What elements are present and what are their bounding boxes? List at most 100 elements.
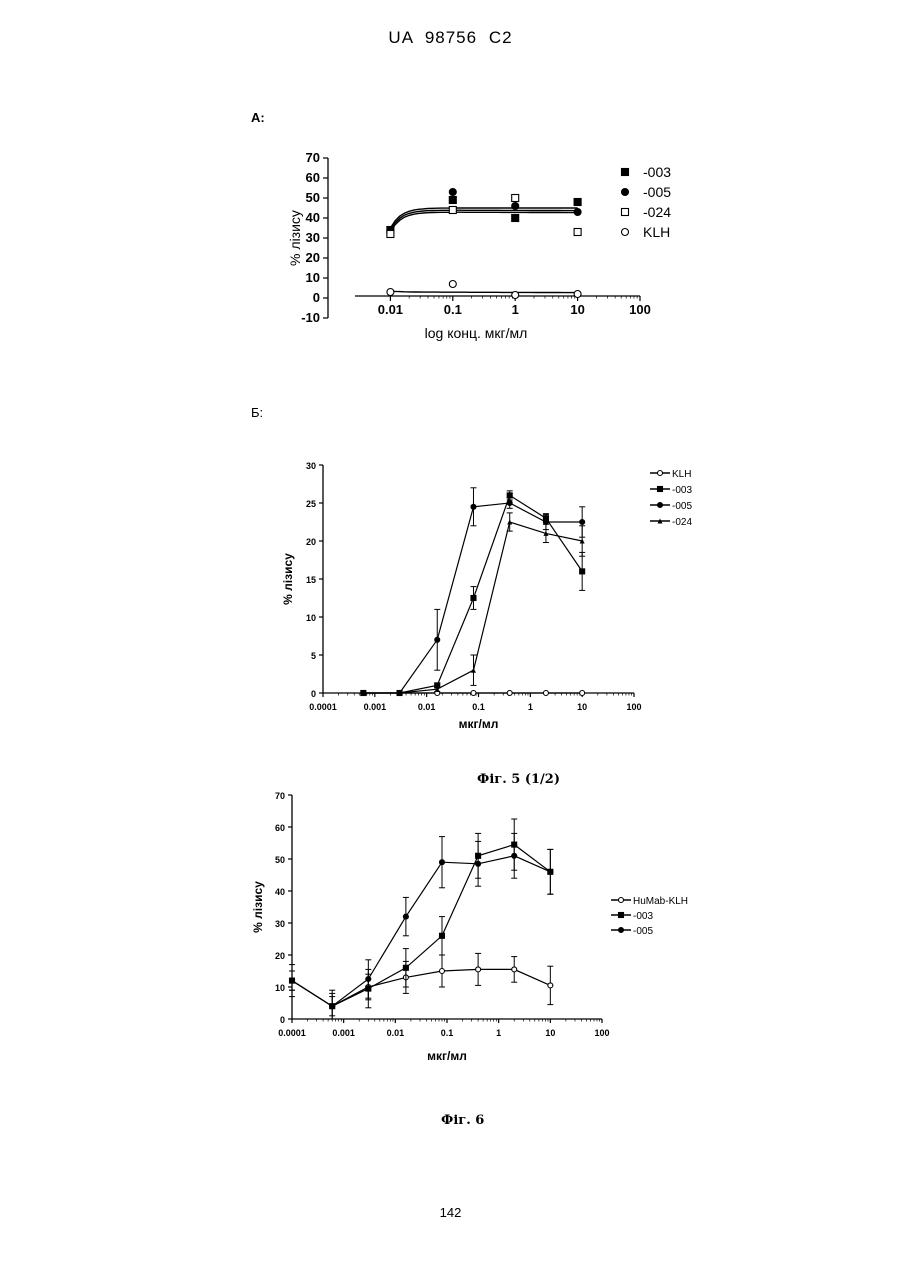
chart-B: 0510152025300.00010.0010.010.1110100мкг/… <box>281 461 692 731</box>
x-tick-label: 0.01 <box>418 702 436 712</box>
data-point <box>548 869 553 874</box>
y-tick-label: 70 <box>306 150 320 165</box>
fit-curve <box>390 212 577 232</box>
x-axis-label: мкг/мл <box>427 1049 467 1063</box>
y-tick-label: 30 <box>306 230 320 245</box>
y-tick-label: 10 <box>275 983 285 993</box>
data-point <box>403 914 408 919</box>
data-point <box>512 203 519 210</box>
legend-item-HuMab-KLH: HuMab-KLH <box>611 896 688 907</box>
y-tick-label: 0 <box>280 1015 285 1025</box>
data-point <box>580 569 585 574</box>
data-point <box>512 853 517 858</box>
y-tick-label: 10 <box>306 270 320 285</box>
x-tick-label: 100 <box>626 702 641 712</box>
data-point <box>512 292 519 299</box>
x-tick-label: 0.1 <box>444 302 462 317</box>
data-point <box>330 1004 335 1009</box>
legend-label: -005 <box>672 501 692 512</box>
legend-marker <box>658 503 663 508</box>
legend-label: KLH <box>643 224 670 240</box>
x-tick-label: 100 <box>629 302 651 317</box>
legend-item--003: -003 <box>611 911 653 922</box>
data-point <box>574 229 581 236</box>
y-tick-label: 40 <box>306 210 320 225</box>
legend-marker <box>622 169 629 176</box>
legend-marker <box>619 898 624 903</box>
legend-label: -024 <box>643 204 671 220</box>
legend-item--024: -024 <box>650 517 692 528</box>
y-tick-label: 15 <box>306 575 316 585</box>
x-tick-label: 10 <box>570 302 584 317</box>
x-tick-label: 1 <box>528 702 533 712</box>
x-tick-label: 0.1 <box>441 1028 454 1038</box>
y-tick-label: 10 <box>306 613 316 623</box>
x-axis-label: log конц. мкг/мл <box>425 325 528 341</box>
data-point <box>512 215 519 222</box>
y-tick-label: 60 <box>275 823 285 833</box>
data-point <box>476 861 481 866</box>
chart-fig6: 0102030405060700.00010.0010.010.1110100м… <box>251 791 688 1063</box>
series--024 <box>387 195 581 238</box>
y-tick-label: 0 <box>313 290 320 305</box>
y-axis-label: % лізису <box>251 881 265 933</box>
data-point <box>512 967 517 972</box>
data-point <box>471 691 476 696</box>
data-point <box>387 289 394 296</box>
y-tick-label: 20 <box>275 951 285 961</box>
legend-marker <box>622 189 629 196</box>
data-point <box>471 668 476 673</box>
legend-label: -003 <box>672 485 692 496</box>
legend-label: -005 <box>643 184 671 200</box>
data-point <box>439 860 444 865</box>
x-tick-label: 10 <box>545 1028 555 1038</box>
data-point <box>449 197 456 204</box>
x-tick-label: 0.0001 <box>309 702 337 712</box>
legend-label: KLH <box>672 469 691 480</box>
data-point <box>435 637 440 642</box>
legend-marker <box>622 229 629 236</box>
data-point <box>290 978 295 983</box>
legend-label: -003 <box>633 911 653 922</box>
y-tick-label: 50 <box>275 855 285 865</box>
legend-label: -005 <box>633 926 653 937</box>
y-tick-label: 25 <box>306 499 316 509</box>
data-point <box>476 967 481 972</box>
series-line <box>363 522 582 693</box>
legend-item-KLH: KLH <box>650 469 691 480</box>
data-point <box>403 965 408 970</box>
y-tick-label: 70 <box>275 791 285 801</box>
y-tick-label: 0 <box>311 689 316 699</box>
y-tick-label: 20 <box>306 250 320 265</box>
y-axis-label: % лізису <box>287 210 303 266</box>
legend-item--003: -003 <box>622 164 672 180</box>
y-tick-label: 30 <box>306 461 316 471</box>
series-line <box>292 969 550 1006</box>
data-point <box>512 195 519 202</box>
data-point <box>439 969 444 974</box>
chart-A: -100102030405060700.010.1110100log конц.… <box>287 150 671 341</box>
data-point <box>366 977 371 982</box>
x-tick-label: 0.001 <box>332 1028 355 1038</box>
legend-item--005: -005 <box>650 501 692 512</box>
charts-canvas: -100102030405060700.010.1110100log конц.… <box>0 0 901 1273</box>
data-point <box>507 691 512 696</box>
x-tick-label: 0.01 <box>387 1028 405 1038</box>
y-tick-label: 30 <box>275 919 285 929</box>
data-point <box>449 189 456 196</box>
legend-label: -024 <box>672 517 692 528</box>
series--003 <box>289 819 553 1019</box>
legend-item--005: -005 <box>622 184 672 200</box>
x-tick-label: 0.001 <box>364 702 387 712</box>
data-point <box>548 983 553 988</box>
x-tick-label: 100 <box>594 1028 609 1038</box>
legend-item--024: -024 <box>622 204 672 220</box>
legend-label: HuMab-KLH <box>633 896 688 907</box>
x-tick-label: 1 <box>496 1028 501 1038</box>
x-tick-label: 1 <box>512 302 519 317</box>
legend-item-KLH: KLH <box>622 224 671 240</box>
data-point <box>574 291 581 298</box>
legend-marker <box>658 471 663 476</box>
data-point <box>449 281 456 288</box>
x-tick-label: 0.01 <box>378 302 403 317</box>
